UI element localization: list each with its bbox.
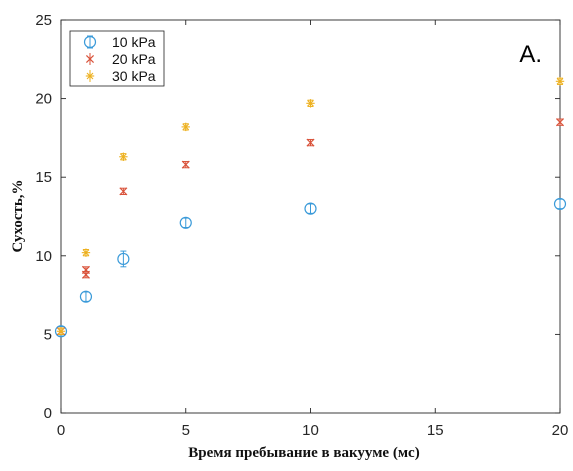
y-tick-label: 20 [35, 91, 52, 108]
circle-marker [83, 35, 97, 49]
series-10kpa [54, 197, 567, 338]
y-tick-label: 25 [35, 12, 52, 29]
data-point [181, 122, 190, 132]
legend: 10 kPa 20 kPa 30 kPa [69, 30, 165, 87]
x-marker-stroke [85, 54, 95, 64]
legend-symbol-30kpa [85, 70, 95, 82]
data-point [306, 138, 315, 147]
x-axis-title: Время пребывание в вакууме (мс) [188, 445, 419, 461]
data-point [119, 187, 128, 196]
y-tick-label: 10 [35, 248, 52, 265]
legend-marker [83, 35, 97, 49]
y-tick-label: 15 [35, 169, 52, 186]
data-point [179, 216, 192, 229]
y-tick-label: 5 [44, 326, 52, 343]
legend-marker [85, 71, 95, 81]
circle-marker [179, 216, 192, 229]
legend-symbol-10kpa [83, 35, 97, 49]
data-point [79, 290, 93, 303]
axis-ticks: 0 5 10 15 20 0 5 10 15 20 25 [35, 12, 568, 439]
data-point [181, 160, 190, 169]
x-tick-label: 15 [427, 422, 444, 439]
legend-box [69, 30, 165, 87]
data-point [555, 77, 565, 86]
data-marks [54, 77, 567, 338]
data-point [306, 99, 315, 108]
circle-marker [553, 197, 567, 211]
series-20kpa [56, 118, 565, 336]
x-tick-label: 0 [57, 422, 65, 439]
x-tick-label: 5 [182, 422, 190, 439]
circle-marker [304, 202, 317, 215]
legend-marker [85, 54, 95, 64]
legend-label-20kpa: 20 kPa [112, 51, 156, 67]
legend-label-30kpa: 30 kPa [112, 68, 156, 84]
data-point [56, 327, 66, 336]
x-tick-label: 10 [302, 422, 319, 439]
asterisk-stroke [86, 72, 94, 80]
x-tick-label: 20 [552, 422, 569, 439]
data-point [119, 152, 128, 161]
data-point [117, 250, 130, 268]
circle-marker [54, 325, 68, 338]
data-point [81, 270, 90, 279]
data-point [304, 202, 317, 215]
circle-marker [79, 290, 93, 303]
panel-label: A. [519, 41, 542, 68]
data-point [553, 197, 567, 211]
series-30kpa [56, 77, 565, 336]
data-point [81, 248, 91, 257]
legend-symbol-20kpa [85, 53, 95, 65]
data-point [555, 118, 565, 127]
y-tick-label: 0 [44, 405, 52, 422]
legend-label-10kpa: 10 kPa [112, 34, 156, 50]
y-axis-title: Сухость,% [10, 179, 26, 252]
